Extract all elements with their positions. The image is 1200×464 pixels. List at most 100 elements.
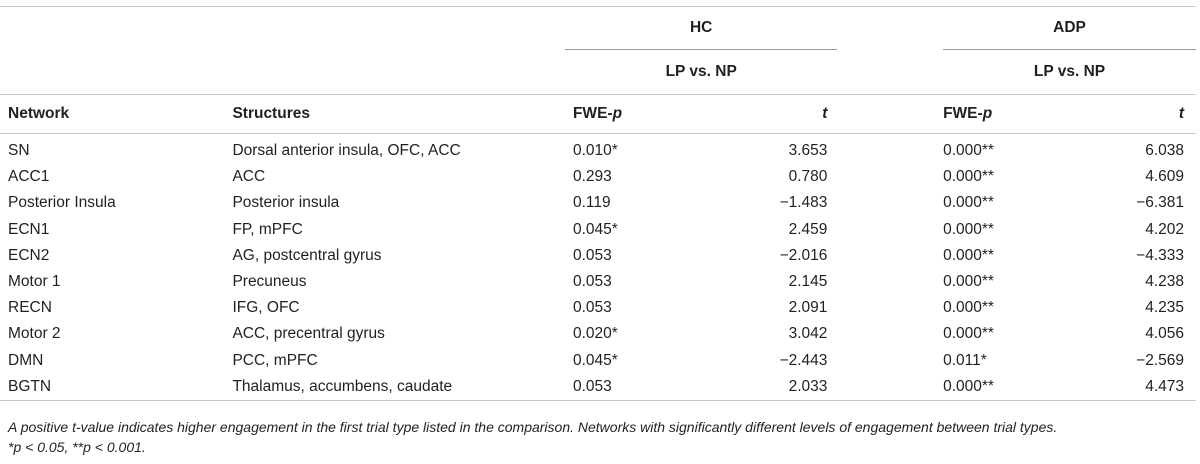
cell-adp-t: 4.238 bbox=[1145, 273, 1184, 291]
cell-adp-fwe-p: 0.000** bbox=[943, 325, 994, 343]
table-row: ACC1 ACC 0.293 0.780 0.000** 4.609 bbox=[0, 164, 1196, 190]
cell-structures: ACC, precentral gyrus bbox=[232, 325, 385, 343]
cell-hc-fwe-p: 0.053 bbox=[564, 373, 758, 401]
column-header-row: Network Structures FWE-p t FWE-p t bbox=[0, 94, 1196, 134]
column-gap bbox=[837, 164, 943, 190]
cell-adp-fwe-p: 0.000** bbox=[943, 194, 994, 212]
group-hc-label: HC bbox=[564, 7, 838, 50]
cell-structures: ACC bbox=[232, 168, 266, 186]
column-header-hc-t: t bbox=[757, 94, 838, 134]
footnote-line-1: A positive t-value indicates higher enga… bbox=[8, 419, 1058, 435]
cell-hc-fwe-p: 0.020* bbox=[572, 325, 618, 343]
cell-adp-t: 4.473 bbox=[1092, 373, 1196, 401]
column-header-structures: Structures bbox=[232, 94, 565, 134]
cell-hc-t: 0.780 bbox=[788, 168, 828, 186]
column-header-adp-fwe-p: FWE-p bbox=[943, 94, 1093, 134]
cell-adp-t: 6.038 bbox=[1145, 142, 1184, 160]
cell-network: Motor 1 bbox=[8, 273, 61, 291]
cell-hc-t: −2.016 bbox=[779, 246, 828, 264]
cell-network: ACC1 bbox=[8, 168, 50, 186]
cell-adp-fwe-p: 0.000** bbox=[943, 168, 994, 186]
group-adp-label: ADP bbox=[943, 7, 1196, 50]
table-row: ECN1 FP, mPFC 0.045* 2.459 0.000** 4.202 bbox=[0, 217, 1196, 243]
cell-structures: Posterior insula bbox=[232, 194, 340, 212]
cell-hc-t: 2.459 bbox=[788, 220, 828, 238]
column-header-adp-t: t bbox=[1092, 94, 1196, 134]
cell-network: Motor 2 bbox=[8, 325, 61, 343]
cell-hc-fwe-p: 0.045* bbox=[572, 351, 618, 369]
cell-adp-fwe-p: 0.000** bbox=[943, 273, 994, 291]
cell-hc-t: −1.483 bbox=[779, 194, 828, 212]
table-row: DMN PCC, mPFC 0.045* −2.443 0.011* −2.569 bbox=[0, 348, 1196, 374]
cell-adp-t: 4.609 bbox=[1145, 168, 1184, 186]
cell-network: RECN bbox=[8, 299, 52, 317]
comparison-adp-label: LP vs. NP bbox=[1033, 63, 1106, 80]
column-gap bbox=[837, 295, 943, 321]
top-rule bbox=[0, 6, 1196, 7]
table-row: Motor 2 ACC, precentral gyrus 0.020* 3.042 0… bbox=[0, 321, 1196, 347]
cell-adp-t: 4.202 bbox=[1145, 220, 1184, 238]
cell-hc-fwe-p: 0.053 bbox=[572, 273, 612, 291]
cell-hc-fwe-p: 0.010* bbox=[572, 142, 618, 160]
cell-hc-t: 3.042 bbox=[788, 325, 828, 343]
cell-structures: AG, postcentral gyrus bbox=[232, 246, 382, 264]
cell-adp-fwe-p: 0.000** bbox=[943, 373, 1093, 401]
cell-adp-fwe-p: 0.000** bbox=[943, 299, 994, 317]
column-gap bbox=[837, 217, 943, 243]
cell-network: SN bbox=[8, 142, 30, 160]
footnote-line-2: *p < 0.05, **p < 0.001. bbox=[8, 439, 146, 455]
cell-adp-fwe-p: 0.000** bbox=[943, 142, 994, 160]
cell-hc-fwe-p: 0.119 bbox=[572, 194, 611, 212]
cell-hc-t: 2.145 bbox=[788, 273, 828, 291]
cell-network: ECN1 bbox=[8, 220, 50, 238]
column-gap bbox=[837, 321, 943, 347]
column-gap bbox=[837, 269, 943, 295]
table-row: RECN IFG, OFC 0.053 2.091 0.000** 4.235 bbox=[0, 295, 1196, 321]
table-row: ECN2 AG, postcentral gyrus 0.053 −2.016 0.00… bbox=[0, 243, 1196, 269]
column-gap bbox=[837, 134, 943, 165]
cell-network: BGTN bbox=[0, 373, 233, 401]
column-gap bbox=[837, 348, 943, 374]
cell-adp-t: 4.235 bbox=[1145, 299, 1184, 317]
cell-structures: FP, mPFC bbox=[232, 220, 303, 238]
cell-adp-t: −2.569 bbox=[1136, 351, 1184, 369]
group-header-row: HC ADP bbox=[0, 7, 1196, 50]
cell-hc-t: −2.443 bbox=[779, 351, 828, 369]
table-footnote: A positive t-value indicates higher enga… bbox=[8, 417, 1192, 457]
cell-adp-fwe-p: 0.000** bbox=[943, 246, 994, 264]
results-table: HC ADP LP vs. NP LP vs. NP Network Struc… bbox=[0, 6, 1196, 401]
table-row: SN Dorsal anterior insula, OFC, ACC 0.010*… bbox=[0, 134, 1196, 165]
cell-adp-fwe-p: 0.000** bbox=[943, 220, 994, 238]
comparison-header-row: LP vs. NP LP vs. NP bbox=[0, 50, 1196, 95]
cell-hc-t: 2.091 bbox=[788, 299, 828, 317]
column-gap bbox=[837, 243, 943, 269]
table-row: Posterior Insula Posterior insula 0.119 −1.… bbox=[0, 190, 1196, 216]
cell-hc-fwe-p: 0.293 bbox=[572, 168, 612, 186]
column-gap bbox=[837, 190, 943, 216]
fwe-p-letter: p bbox=[612, 105, 623, 122]
fwe-p-letter: p bbox=[982, 105, 993, 122]
cell-structures: Dorsal anterior insula, OFC, ACC bbox=[232, 142, 461, 160]
cell-structures: Precuneus bbox=[232, 273, 307, 291]
table-row: BGTN Thalamus, accumbens, caudate 0.053 2.0… bbox=[0, 373, 1196, 401]
cell-network: DMN bbox=[8, 351, 44, 369]
column-header-hc-fwe-p: FWE-p bbox=[564, 94, 758, 134]
cell-network: Posterior Insula bbox=[8, 194, 116, 212]
column-gap bbox=[837, 373, 944, 401]
cell-hc-t: 3.653 bbox=[788, 142, 828, 160]
cell-network: ECN2 bbox=[8, 246, 50, 264]
cell-adp-t: 4.056 bbox=[1145, 325, 1184, 343]
fwe-prefix: FWE- bbox=[572, 105, 613, 122]
table-row: Motor 1 Precuneus 0.053 2.145 0.000** 4.238 bbox=[0, 269, 1196, 295]
cell-structures: Thalamus, accumbens, caudate bbox=[232, 373, 565, 401]
cell-hc-fwe-p: 0.045* bbox=[572, 220, 618, 238]
column-header-network: Network bbox=[0, 94, 233, 134]
cell-hc-fwe-p: 0.053 bbox=[572, 246, 612, 264]
cell-adp-fwe-p: 0.011* bbox=[943, 351, 987, 369]
fwe-prefix: FWE- bbox=[943, 105, 983, 122]
cell-hc-fwe-p: 0.053 bbox=[572, 299, 612, 317]
comparison-hc-label: LP vs. NP bbox=[665, 63, 737, 80]
cell-adp-t: −6.381 bbox=[1136, 194, 1184, 212]
cell-structures: IFG, OFC bbox=[232, 299, 300, 317]
